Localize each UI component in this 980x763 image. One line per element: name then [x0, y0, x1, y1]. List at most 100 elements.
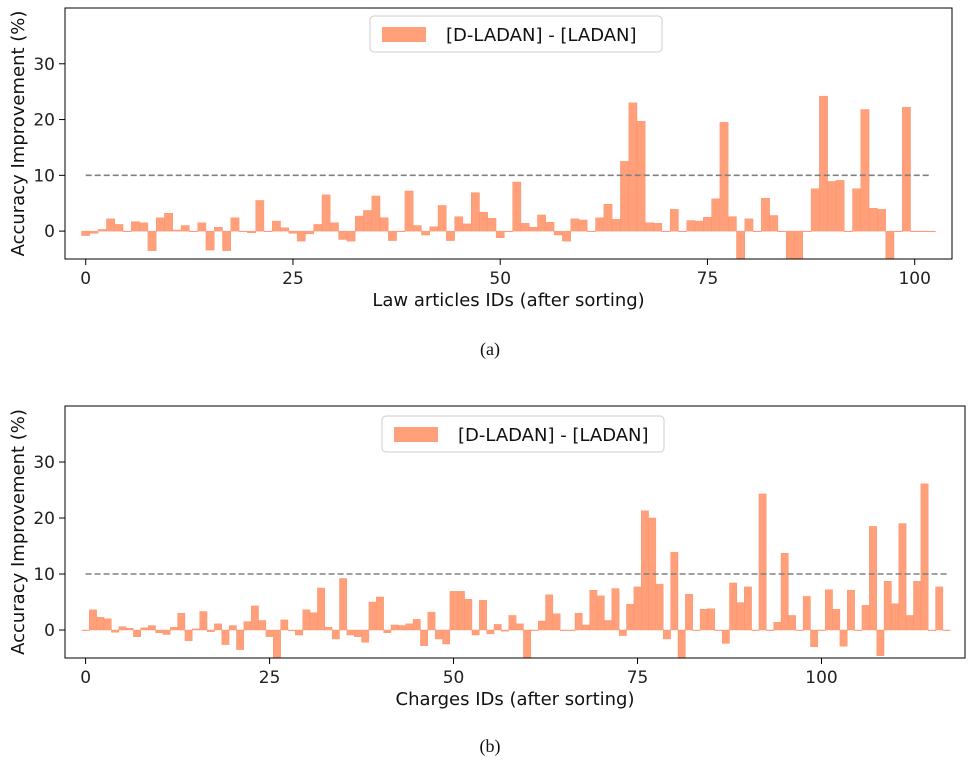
bar: [434, 629, 443, 640]
bar: [205, 230, 215, 251]
bar: [155, 217, 165, 232]
bar: [273, 629, 281, 658]
bar: [247, 230, 256, 233]
y-tick-label: 30: [33, 55, 55, 75]
bar: [832, 609, 841, 631]
bar: [189, 230, 198, 232]
bar: [155, 629, 164, 633]
x-axis-label-a: Law articles IDs (after sorting): [372, 290, 644, 311]
bar: [727, 216, 737, 232]
bar: [703, 216, 712, 232]
legend-box-b: [381, 415, 665, 453]
bar: [354, 215, 364, 232]
bar: [777, 230, 787, 232]
bar: [228, 625, 237, 631]
caption-b: (b): [480, 736, 501, 757]
bar: [170, 627, 178, 631]
bar: [493, 624, 502, 631]
bar: [869, 526, 877, 631]
bar: [570, 218, 580, 232]
bar: [802, 230, 812, 232]
bar: [515, 623, 524, 631]
bar: [368, 601, 377, 631]
bar: [508, 615, 517, 631]
bar: [388, 230, 397, 241]
y-axis-ticks-a: 0 10 20 30: [33, 55, 65, 242]
legend-b: [D-LADAN] - [LADAN]: [381, 415, 665, 453]
bar: [670, 551, 679, 631]
bar: [317, 587, 325, 631]
x-tick-label: 50: [443, 668, 465, 688]
bar: [486, 629, 495, 635]
bar: [655, 583, 664, 631]
bar: [114, 224, 124, 232]
bar: [810, 188, 820, 232]
y-tick-label: 30: [33, 453, 55, 473]
legend-label-a: [D-LADAN] - [LADAN]: [446, 25, 637, 46]
bar: [663, 629, 671, 640]
bar: [661, 230, 671, 232]
bar: [626, 604, 635, 631]
bar: [620, 161, 629, 232]
bar: [603, 204, 613, 232]
bar: [338, 230, 348, 240]
bar: [96, 616, 105, 631]
bar: [766, 629, 774, 631]
legend-a: [D-LADAN] - [LADAN]: [369, 15, 663, 53]
bar: [719, 122, 729, 232]
x-axis-ticks-a: 0 25 50 75 100: [80, 259, 931, 289]
x-axis-label-b: Charges IDs (after sorting): [396, 689, 635, 710]
x-tick-label: 0: [80, 668, 91, 688]
bar: [487, 218, 497, 232]
bar: [177, 613, 186, 631]
bar: [457, 591, 465, 631]
bar: [147, 625, 156, 631]
bar: [346, 230, 356, 242]
bar: [868, 208, 878, 232]
bar: [678, 230, 687, 232]
bar: [636, 121, 646, 232]
bar: [611, 588, 620, 631]
bar: [578, 219, 588, 232]
bar: [553, 230, 563, 236]
bar: [641, 510, 649, 631]
bar: [405, 623, 414, 631]
bar: [582, 624, 590, 631]
y-axis-label-a: Accuracy Improvement (%): [8, 11, 29, 257]
bar: [172, 229, 182, 232]
bar: [479, 211, 488, 232]
bar: [773, 621, 782, 631]
bar: [545, 221, 555, 232]
bar: [103, 618, 112, 631]
bar: [263, 230, 273, 232]
bar: [449, 591, 458, 631]
bar: [180, 225, 190, 232]
bar: [140, 627, 149, 631]
bar: [272, 220, 281, 232]
bar: [139, 222, 149, 232]
bar: [835, 180, 845, 232]
bar: [230, 217, 240, 232]
bar: [446, 230, 455, 241]
bar: [935, 586, 944, 631]
bar: [495, 230, 505, 239]
y-tick-label: 20: [33, 509, 55, 529]
bar: [442, 629, 451, 645]
bar: [769, 215, 779, 232]
bar: [363, 210, 372, 232]
bar: [926, 230, 936, 232]
x-tick-label: 0: [80, 269, 91, 289]
bar: [905, 615, 914, 631]
bar: [280, 619, 289, 631]
legend-box-a: [369, 15, 663, 53]
bar: [462, 223, 472, 232]
bar: [844, 230, 853, 232]
bar: [162, 629, 171, 635]
bar: [199, 611, 208, 631]
x-tick-label: 50: [489, 269, 511, 289]
bar: [361, 629, 370, 643]
bar: [729, 582, 738, 631]
y-tick-label: 20: [33, 111, 55, 131]
bar: [751, 629, 760, 631]
